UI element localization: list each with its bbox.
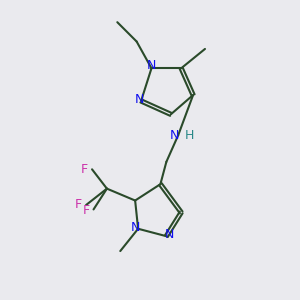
Text: N: N — [170, 129, 179, 142]
Text: N: N — [130, 221, 140, 234]
Text: N: N — [165, 228, 174, 241]
Text: F: F — [82, 204, 90, 218]
Text: N: N — [147, 59, 156, 72]
Text: N: N — [135, 93, 144, 106]
Text: F: F — [75, 199, 82, 212]
Text: H: H — [185, 129, 194, 142]
Text: F: F — [81, 163, 88, 176]
